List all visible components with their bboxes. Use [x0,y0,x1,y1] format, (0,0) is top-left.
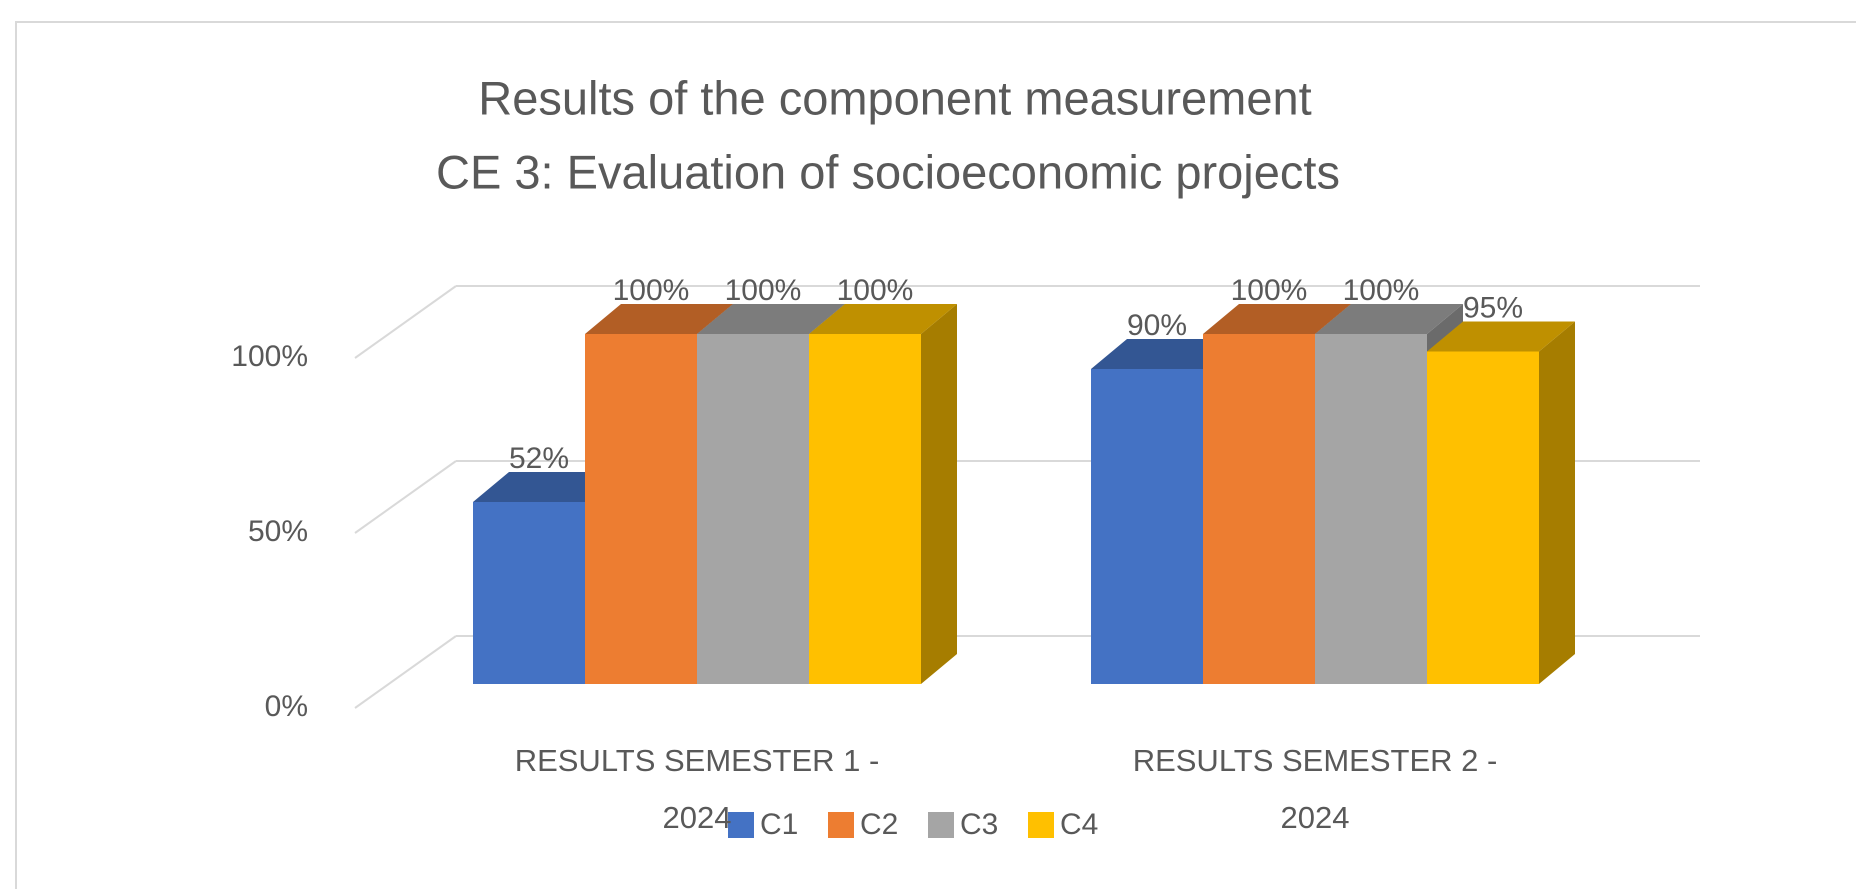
y-tick-label: 0% [265,690,308,723]
data-label: 100% [1231,274,1308,307]
legend-swatch [928,812,954,838]
data-label: 52% [509,442,569,475]
y-tick-label: 100% [231,340,308,373]
x-tick-label: RESULTS SEMESTER 1 - 2024 [514,743,880,835]
chart-title: Results of the component measurement [478,71,1311,124]
data-label: 100% [1343,274,1420,307]
legend-swatch [828,812,854,838]
legend-label: C2 [860,808,898,841]
bar [585,334,697,684]
data-label: 95% [1463,291,1523,324]
bar-top [1203,304,1351,334]
bar [1315,334,1427,684]
x-tick-label: RESULTS SEMESTER 2 - 2024 [1132,743,1498,835]
bar [473,502,585,684]
legend-swatch [728,812,754,838]
chart-frame [15,21,1856,889]
legend-label: C1 [760,808,798,841]
legend-label: C3 [960,808,998,841]
grid-line-side [354,285,457,359]
data-label: 100% [725,274,802,307]
bar [697,334,809,684]
bar [1203,334,1315,684]
data-label: 100% [613,274,690,307]
bar [1427,351,1539,684]
bar [809,334,921,684]
bar-side [1539,321,1575,684]
legend-label: C4 [1060,808,1098,841]
bar [1091,369,1203,684]
bar-top [1315,304,1463,334]
legend-swatch [1028,812,1054,838]
chart-subtitle: CE 3: Evaluation of socioeconomic projec… [436,145,1340,198]
bar-top [585,304,733,334]
bar-top [473,472,621,502]
y-tick-label: 50% [248,515,308,548]
bar-side [921,304,957,684]
grid-line-side [354,460,457,534]
grid-line-side [354,635,457,709]
bar-top [697,304,845,334]
bar-top [1427,321,1575,352]
data-label: 90% [1127,309,1187,342]
bar-top [1091,339,1239,369]
bar-top [809,304,957,334]
data-label: 100% [837,274,914,307]
